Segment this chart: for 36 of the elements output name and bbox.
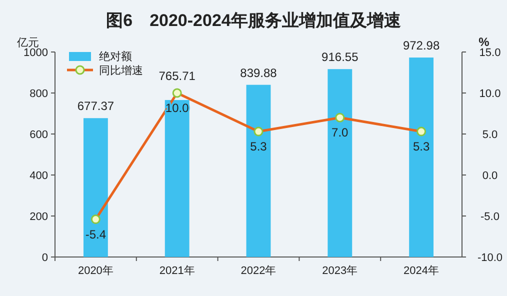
- bar: [246, 84, 271, 257]
- y-axis-title: 亿元: [16, 37, 39, 49]
- bar: [328, 69, 352, 257]
- y2-tick-label: 5.0: [482, 129, 498, 141]
- y-tick-label: 400: [30, 170, 48, 182]
- y2-tick-label: -5.0: [480, 211, 500, 223]
- data-label: 5.3: [250, 140, 268, 154]
- y-tick-label: 600: [30, 129, 48, 141]
- bar: [409, 58, 434, 257]
- y2-tick-label: 0.0: [482, 170, 498, 182]
- data-label: 839.88: [240, 66, 278, 80]
- y-tick-label: 1000: [24, 47, 48, 59]
- data-label: 7.0: [332, 126, 349, 140]
- y-tick-label: 800: [30, 88, 48, 100]
- y-tick-label: 0: [42, 252, 48, 264]
- y2-tick-label: -10.0: [477, 252, 503, 264]
- y2-tick-label: 15.0: [479, 47, 501, 59]
- bar: [83, 118, 108, 257]
- y2-tick-label: 10.0: [479, 88, 501, 100]
- x-tick-label: 2020年: [78, 265, 114, 277]
- legend-label: 绝对额: [99, 50, 132, 63]
- data-label: 677.37: [77, 99, 114, 114]
- y-tick-label: 200: [30, 211, 48, 223]
- legend-label: 同比增速: [99, 64, 143, 77]
- x-tick-label: 2024年: [404, 265, 440, 277]
- data-label: 972.98: [402, 38, 440, 53]
- data-label: -5.4: [85, 227, 106, 242]
- data-label: 765.71: [158, 69, 196, 83]
- y2-axis-title: %: [478, 35, 490, 49]
- bar: [164, 100, 190, 257]
- chart-title: 图6 2020-2024年服务业增加值及增速: [106, 11, 401, 30]
- x-tick-label: 2022年: [240, 265, 276, 277]
- data-label: 916.55: [322, 50, 359, 64]
- x-tick-label: 2021年: [159, 265, 195, 277]
- x-tick-label: 2023年: [322, 265, 358, 277]
- data-label: 5.3: [412, 140, 430, 154]
